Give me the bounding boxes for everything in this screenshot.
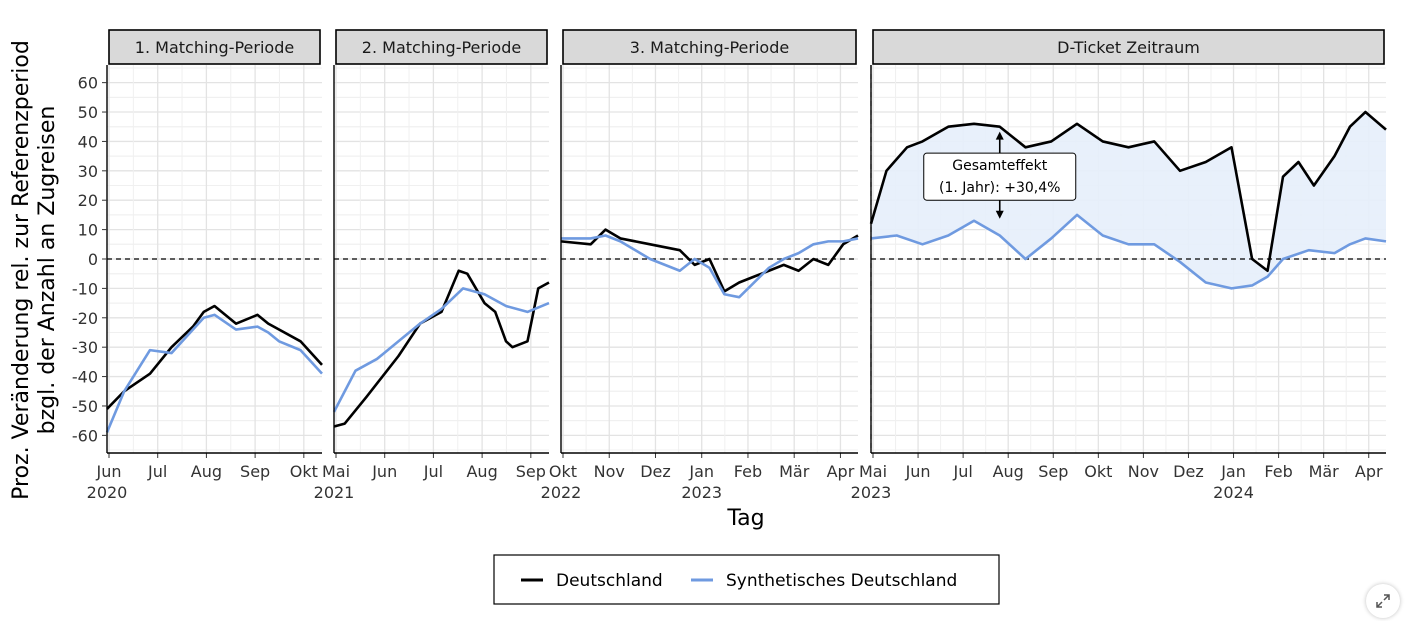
x-tick-label: Sep — [240, 462, 270, 481]
y-tick-label: -40 — [72, 368, 98, 387]
series-synthetisches-deutschland-line — [105, 313, 323, 433]
x-tick-label: Mär — [779, 462, 810, 481]
line-layer — [105, 110, 1387, 433]
y-axis-title-line1: Proz. Veränderung rel. zur Referenzperio… — [9, 40, 34, 500]
strip-layer: 1. Matching-Periode 2. Matching-Periode 3.… — [108, 29, 1385, 65]
x-tick-label: Sep — [1038, 462, 1068, 481]
x-tick-label: Aug — [191, 462, 222, 481]
panel-strip — [872, 29, 1385, 65]
x-tick-label: Nov — [1128, 462, 1159, 481]
y-tick-label: 50 — [78, 103, 98, 122]
x-tick-label: Aug — [466, 462, 497, 481]
x-tick-label: Jul — [423, 462, 443, 481]
x-tick-label: Jun — [371, 462, 397, 481]
x-tick-label: Jun — [905, 462, 931, 481]
legend-label-deutschland: Deutschland — [556, 571, 663, 591]
x-tick-label: Apr — [827, 462, 855, 481]
x-tick-label: Dez — [1173, 462, 1204, 481]
series-deutschland-line — [869, 110, 1387, 273]
x-tick-label: Mai — [322, 462, 350, 481]
series-synthetisches-deutschland-line — [332, 287, 550, 413]
x-tick-label: Jan — [1220, 462, 1246, 481]
annotation-box — [923, 152, 1077, 201]
panel-strip-label: D-Ticket Zeitraum — [1057, 38, 1200, 57]
x-year-label: 2023 — [851, 483, 892, 502]
annotation-layer: Gesamteffekt (1. Jahr): +30,4% — [923, 131, 1077, 219]
annotation-text: Gesamteffekt — [952, 158, 1047, 174]
panel-strip-label: 2. Matching-Periode — [362, 38, 521, 57]
x-tick-label: Jul — [952, 462, 972, 481]
x-tick-label: Dez — [640, 462, 671, 481]
series-synthetisches-deutschland-line — [561, 234, 859, 299]
y-tick-label: 40 — [78, 132, 98, 151]
x-tick-label: Feb — [1264, 462, 1292, 481]
panel-strip-label: 3. Matching-Periode — [630, 38, 789, 57]
x-tick-label: Okt — [290, 462, 318, 481]
x-tick-label: Jun — [96, 462, 122, 481]
x-tick-label: Apr — [1355, 462, 1383, 481]
x-year-label: 2022 — [541, 483, 582, 502]
legend: Deutschland Synthetisches Deutschland — [493, 554, 1000, 605]
expand-button[interactable] — [1366, 584, 1400, 618]
x-tick-label: Sep — [516, 462, 546, 481]
x-tick-label: Okt — [1084, 462, 1112, 481]
x-tick-label: Aug — [993, 462, 1024, 481]
panel-strip — [335, 29, 548, 65]
x-tick-label: Nov — [594, 462, 625, 481]
x-tick-label: Mär — [1309, 462, 1340, 481]
y-tick-label: 60 — [78, 74, 98, 93]
y-tick-label: 30 — [78, 162, 98, 181]
x-year-label: 2024 — [1213, 483, 1254, 502]
series-synthetisches-deutschland-line — [870, 213, 1387, 290]
y-tick-label: -20 — [72, 309, 98, 328]
panel-strip — [108, 29, 321, 65]
panel-strip — [562, 29, 857, 65]
legend-label-synthetisches-deutschland: Synthetisches Deutschland — [726, 571, 957, 591]
panel-strip-label: 1. Matching-Periode — [135, 38, 294, 57]
x-tick-label: Okt — [549, 462, 577, 481]
y-tick-label: -60 — [72, 426, 98, 445]
x-axis-title: Tag — [726, 506, 764, 531]
y-tick-label: 10 — [78, 221, 98, 240]
expand-icon — [1376, 594, 1390, 608]
y-tick-label: -50 — [72, 397, 98, 416]
x-tick-label: Feb — [734, 462, 762, 481]
x-year-label: 2023 — [681, 483, 722, 502]
x-tick-label: Jan — [688, 462, 714, 481]
y-tick-label: -30 — [72, 338, 98, 357]
y-axis-title-line2: bzgl. der Anzahl an Zugreisen — [35, 106, 60, 435]
series-deutschland-line — [560, 228, 859, 293]
annotation-text: (1. Jahr): +30,4% — [939, 180, 1060, 196]
y-tick-label: 20 — [78, 191, 98, 210]
legend-box — [493, 554, 1000, 605]
annotation-arrowhead-down — [995, 210, 1004, 219]
x-tick-label: Mai — [859, 462, 887, 481]
x-year-label: 2021 — [314, 483, 355, 502]
series-deutschland-line — [106, 304, 323, 410]
x-year-label: 2020 — [87, 483, 128, 502]
y-tick-label: 0 — [88, 250, 98, 269]
series-deutschland-line — [333, 269, 550, 428]
annotation-arrowhead-up — [995, 131, 1004, 140]
x-tick-label: Jul — [147, 462, 167, 481]
y-tick-label: -10 — [72, 279, 98, 298]
